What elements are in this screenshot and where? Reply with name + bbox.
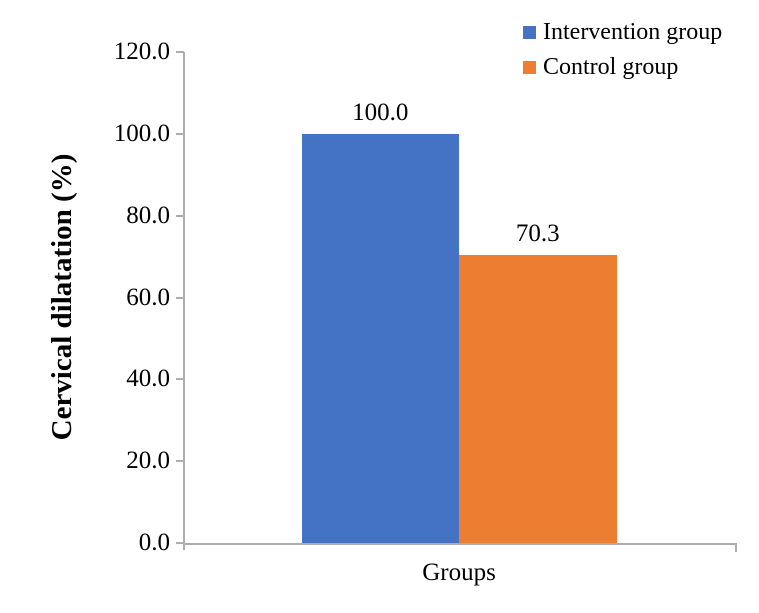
y-tick-label-20.0: 20.0	[126, 447, 170, 475]
bar-control-group	[459, 255, 617, 543]
y-tick-mark	[176, 542, 184, 544]
y-tick-label-100.0: 100.0	[113, 119, 170, 147]
data-label-intervention-group: 100.0	[352, 98, 409, 126]
y-tick-mark	[176, 51, 184, 53]
y-tick-mark	[176, 378, 184, 381]
legend-swatch-icon	[523, 25, 536, 39]
legend-label: Control group	[543, 53, 679, 80]
y-axis-line	[183, 52, 185, 550]
x-axis-title: Groups	[422, 559, 496, 586]
legend-item-control-group: Control group	[523, 54, 722, 80]
legend: Intervention group Control group	[523, 19, 722, 89]
y-tick-label-40.0: 40.0	[126, 365, 170, 393]
y-tick-mark	[176, 214, 184, 217]
bar-intervention-group	[301, 133, 459, 543]
legend-item-intervention-group: Intervention group	[523, 19, 722, 45]
y-tick-label-80.0: 80.0	[126, 201, 170, 229]
legend-swatch-icon	[523, 60, 536, 74]
legend-label: Intervention group	[543, 18, 723, 45]
x-axis-line	[183, 543, 735, 545]
x-axis-end-tick	[735, 543, 737, 552]
data-label-control-group: 70.3	[515, 220, 560, 248]
y-tick-label-120.0: 120.0	[113, 38, 170, 65]
y-tick-label-60.0: 60.0	[126, 283, 170, 311]
y-tick-mark	[176, 460, 184, 463]
y-tick-mark	[176, 296, 184, 299]
y-tick-label-0.0: 0.0	[138, 529, 170, 556]
y-tick-mark	[176, 132, 184, 135]
